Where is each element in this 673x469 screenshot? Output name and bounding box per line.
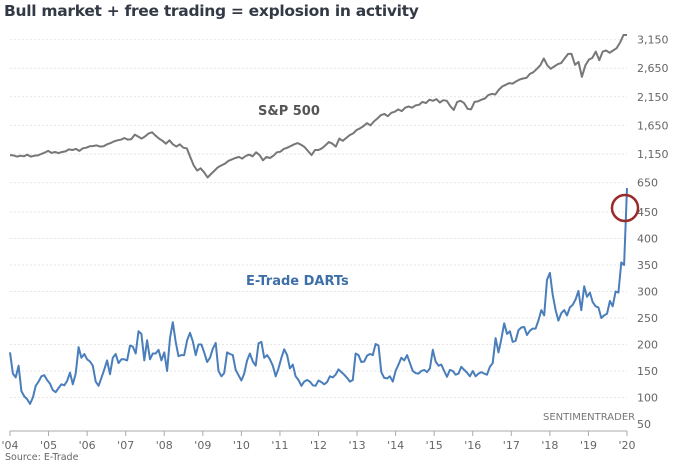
- x-tick-label: '19: [580, 439, 597, 452]
- x-tick-label: '14: [387, 439, 404, 452]
- darts-axis-tick-label: 400: [637, 233, 658, 246]
- darts-axis-tick-label: 200: [637, 339, 658, 352]
- chart-title: Bull market + free trading = explosion i…: [4, 2, 419, 20]
- highlight-circle-annotation: [610, 193, 640, 223]
- sp500-axis-tick-label: 1,150: [637, 148, 669, 161]
- darts-axis-tick-label: 350: [637, 259, 658, 272]
- x-tick-label: '13: [349, 439, 366, 452]
- x-tick-label: '10: [233, 439, 250, 452]
- source-note: Source: E-Trade: [5, 452, 79, 463]
- sp500-series-line: [9, 34, 627, 179]
- sp500-series-label: S&P 500: [258, 104, 320, 119]
- x-tick-label: '16: [464, 439, 481, 452]
- darts-axis-tick-label: 300: [637, 286, 658, 299]
- sp500-axis-tick-label: 3,150: [637, 34, 669, 47]
- x-tick-label: '06: [79, 439, 96, 452]
- x-tick-label: '09: [194, 439, 211, 452]
- darts-axis-tick-label: 250: [637, 312, 658, 325]
- sp500-axis-tick-label: 2,650: [637, 62, 669, 75]
- x-tick-label: '20: [618, 439, 635, 452]
- series-lines: [9, 34, 628, 405]
- x-tick-label: '18: [541, 439, 558, 452]
- sp500-axis-tick-label: 650: [637, 177, 658, 190]
- darts-series-label: E-Trade DARTs: [246, 274, 349, 289]
- x-tick-label: '12: [310, 439, 327, 452]
- gridlines: [10, 39, 627, 398]
- x-tick-label: '15: [426, 439, 443, 452]
- x-tick-label: '08: [156, 439, 173, 452]
- sp500-axis-tick-label: 1,650: [637, 119, 669, 132]
- darts-axis-tick-label: 50: [637, 418, 651, 431]
- x-tick-label: '05: [40, 439, 57, 452]
- axes: 650 1,150 1,650 2,150 2,650 3,150 50 100 150 200 2…: [1, 34, 668, 452]
- x-tick-label: '17: [503, 439, 520, 452]
- x-tick-label: '07: [117, 439, 134, 452]
- darts-axis-tick-label: 100: [637, 392, 658, 405]
- watermark: SENTIMENTRADER: [543, 412, 635, 423]
- darts-series-line: [9, 188, 628, 405]
- sp500-axis-tick-label: 2,150: [637, 91, 669, 104]
- darts-axis-tick-label: 150: [637, 365, 658, 378]
- x-tick-label: '04: [1, 439, 18, 452]
- darts-axis-tick-label: 450: [637, 206, 658, 219]
- x-tick-label: '11: [271, 439, 288, 452]
